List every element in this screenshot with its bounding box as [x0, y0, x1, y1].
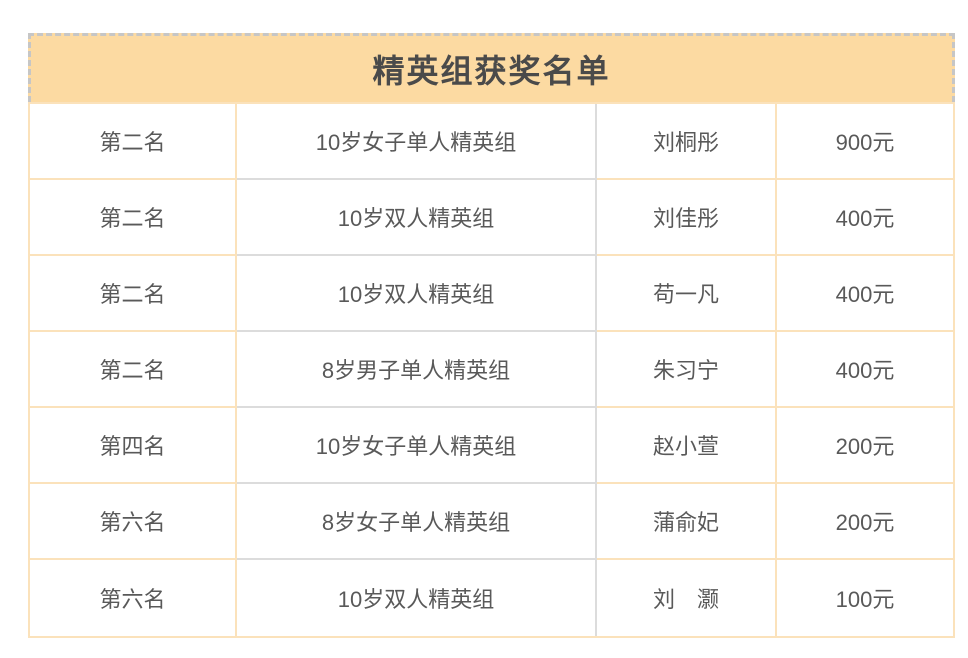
cell-prize: 400元	[777, 256, 953, 332]
cell-name: 苟一凡	[597, 256, 777, 332]
cell-name: 赵小萱	[597, 408, 777, 484]
cell-rank: 第六名	[30, 484, 237, 560]
cell-prize: 400元	[777, 180, 953, 256]
table-row: 第二名 10岁双人精英组 苟一凡 400元	[30, 256, 953, 332]
cell-name: 刘桐彤	[597, 104, 777, 180]
cell-name: 刘佳彤	[597, 180, 777, 256]
cell-category: 8岁男子单人精英组	[237, 332, 597, 408]
cell-name: 刘 灏	[597, 560, 777, 636]
cell-rank: 第二名	[30, 256, 237, 332]
table-row: 第六名 8岁女子单人精英组 蒲俞妃 200元	[30, 484, 953, 560]
cell-prize: 900元	[777, 104, 953, 180]
cell-category: 10岁女子单人精英组	[237, 104, 597, 180]
table-header: 精英组获奖名单	[28, 33, 955, 102]
cell-category: 10岁双人精英组	[237, 256, 597, 332]
cell-prize: 400元	[777, 332, 953, 408]
table-row: 第二名 10岁双人精英组 刘佳彤 400元	[30, 180, 953, 256]
cell-prize: 200元	[777, 484, 953, 560]
table-row: 第二名 8岁男子单人精英组 朱习宁 400元	[30, 332, 953, 408]
cell-name: 蒲俞妃	[597, 484, 777, 560]
table-row: 第二名 10岁女子单人精英组 刘桐彤 900元	[30, 104, 953, 180]
award-table: 精英组获奖名单 第二名 10岁女子单人精英组 刘桐彤 900元 第二名 10岁双…	[28, 33, 955, 638]
cell-category: 10岁双人精英组	[237, 180, 597, 256]
cell-category: 10岁女子单人精英组	[237, 408, 597, 484]
cell-rank: 第二名	[30, 104, 237, 180]
cell-rank: 第六名	[30, 560, 237, 636]
table-row: 第四名 10岁女子单人精英组 赵小萱 200元	[30, 408, 953, 484]
cell-rank: 第四名	[30, 408, 237, 484]
cell-name: 朱习宁	[597, 332, 777, 408]
cell-category: 8岁女子单人精英组	[237, 484, 597, 560]
cell-prize: 100元	[835, 587, 895, 612]
table-body: 第二名 10岁女子单人精英组 刘桐彤 900元 第二名 10岁双人精英组 刘佳彤…	[28, 102, 955, 638]
cell-rank: 第二名	[30, 332, 237, 408]
table-title: 精英组获奖名单	[372, 53, 611, 89]
cell-prize: 200元	[777, 408, 953, 484]
cell-rank: 第二名	[30, 180, 237, 256]
cell-category: 10岁双人精英组	[237, 560, 597, 636]
table-row: 第六名 10岁双人精英组 刘 灏 100元	[30, 560, 953, 636]
